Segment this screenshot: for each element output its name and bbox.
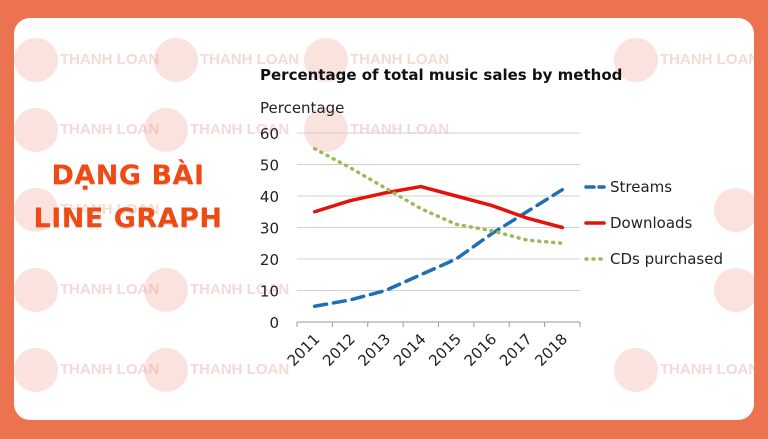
y-axis-label: Percentage (260, 99, 344, 117)
y-tick-label: 50 (260, 157, 279, 175)
watermark-logo: THANH LOAN (154, 38, 299, 82)
series-line-downloads (312, 184, 565, 230)
legend-label: Streams (610, 178, 672, 196)
x-tick-label: 2013 (355, 330, 395, 370)
watermark-logo: THANH LOAN (614, 348, 754, 392)
y-tick-label: 20 (260, 251, 279, 269)
watermark-logo: THANH LOAN (14, 268, 159, 312)
x-tick-label: 2018 (531, 330, 571, 370)
series-line-cds-purchased (312, 147, 565, 245)
watermark-logo: THANH LOAN (144, 348, 289, 392)
watermark-logo: THANH LOAN (144, 268, 289, 312)
y-tick-label: 0 (269, 314, 279, 332)
legend-label: Downloads (610, 214, 693, 232)
watermark-logo: THANH LOAN (144, 108, 289, 152)
x-tick-label: 2015 (425, 330, 465, 370)
watermark-logo: THANH LOAN (614, 38, 754, 82)
x-tick-label: 2017 (496, 330, 536, 370)
watermark-logo: THANH LOAN (14, 38, 159, 82)
y-tick-label: 60 (260, 125, 279, 143)
card: THANH LOAN THANH LOAN THANH LOAN THANH LOAN… (14, 18, 754, 420)
watermark-logo: THANH LOAN (14, 188, 159, 232)
watermark-logo: THANH LOAN (304, 38, 449, 82)
x-tick-label: 2011 (284, 330, 324, 370)
watermark-logo: THANH LOAN (304, 108, 449, 152)
watermark-logo: THANH LOAN (714, 188, 754, 232)
x-tick-label: 2012 (319, 330, 359, 370)
x-tick-label: 2014 (390, 330, 430, 370)
x-tick-label: 2016 (461, 330, 501, 370)
watermark-logo: THANH LOAN (14, 348, 159, 392)
legend-label: CDs purchased (610, 250, 723, 268)
series-line-streams (312, 187, 565, 308)
headline-line2: LINE GRAPH (33, 203, 223, 234)
y-tick-label: 40 (260, 188, 279, 206)
headline-line1: DẠNG BÀI (51, 160, 205, 191)
y-tick-label: 10 (260, 283, 279, 301)
watermark-logo: THANH LOAN (714, 268, 754, 312)
watermark-logo: THANH LOAN (14, 108, 159, 152)
chart-title: Percentage of total music sales by metho… (260, 66, 622, 84)
y-tick-label: 30 (260, 220, 279, 238)
